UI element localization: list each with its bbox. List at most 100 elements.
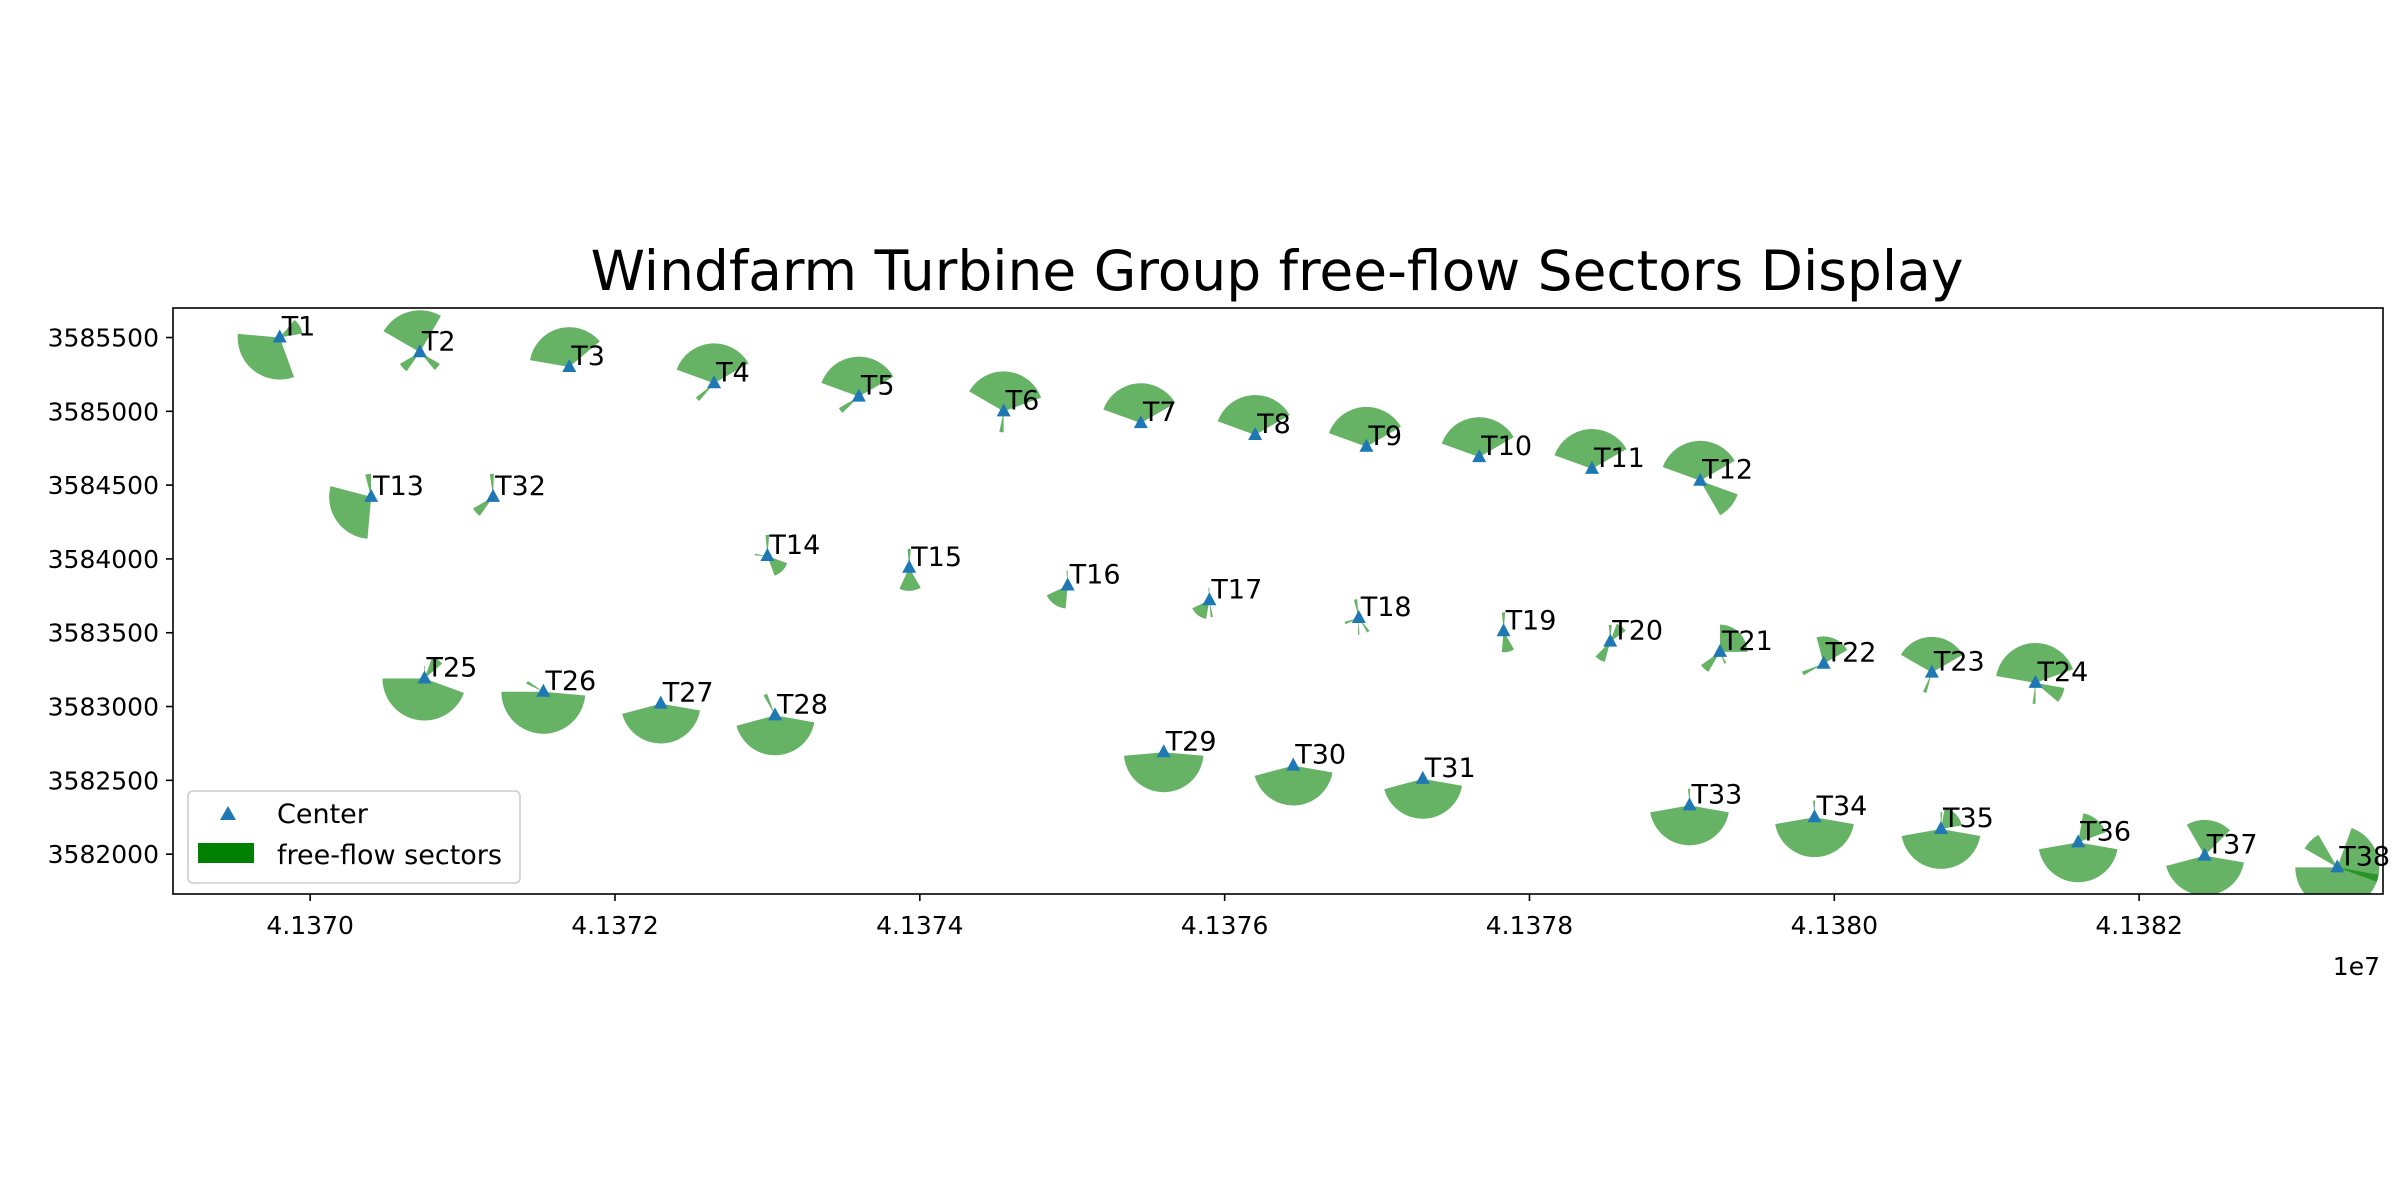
sector-wedge-t12-1 xyxy=(1700,480,1738,516)
turbine-label-t20: T20 xyxy=(1611,616,1663,647)
y-tick-label: 3585500 xyxy=(48,324,159,353)
sector-wedge-t20-0 xyxy=(1595,641,1611,662)
turbine-label-t28: T28 xyxy=(776,689,828,720)
turbine-label-t16: T16 xyxy=(1069,560,1121,591)
turbine-label-t17: T17 xyxy=(1210,574,1262,605)
center-marker-t8 xyxy=(1248,426,1263,440)
center-marker-t37 xyxy=(2197,847,2212,861)
sector-wedge-t21-0 xyxy=(1720,624,1748,652)
turbine-label-t22: T22 xyxy=(1825,638,1877,669)
sector-wedge-t33-0 xyxy=(1650,805,1729,846)
center-marker-t18 xyxy=(1351,609,1366,623)
turbine-label-t23: T23 xyxy=(1933,647,1985,678)
center-marker-t25 xyxy=(417,670,432,684)
sector-wedge-t28-0 xyxy=(736,715,815,756)
center-marker-t24 xyxy=(2028,674,2043,688)
y-tick-label: 3584500 xyxy=(48,471,159,500)
turbine-label-t10: T10 xyxy=(1480,431,1532,462)
sector-wedge-t1-0 xyxy=(237,333,295,380)
center-marker-t35 xyxy=(1934,821,1948,835)
center-marker-t13 xyxy=(364,488,379,502)
sector-wedge-t15-0 xyxy=(899,567,921,591)
turbine-label-t30: T30 xyxy=(1294,740,1346,771)
turbine-label-t37: T37 xyxy=(2206,830,2258,861)
turbine-label-t3: T3 xyxy=(570,341,605,372)
sector-wedge-t35-1 xyxy=(1941,808,1962,830)
sector-wedge-t21-1 xyxy=(1701,651,1720,672)
turbine-label-t36: T36 xyxy=(2079,816,2131,847)
turbine-label-t35: T35 xyxy=(1942,803,1994,834)
legend-center-marker xyxy=(220,806,236,820)
turbine-label-t19: T19 xyxy=(1505,605,1557,636)
turbine-label-t34: T34 xyxy=(1815,791,1867,822)
turbine-label-t26: T26 xyxy=(544,666,596,697)
sector-wedge-t27-0 xyxy=(622,703,701,744)
turbine-label-t7: T7 xyxy=(1142,397,1177,428)
sector-wedge-t3-0 xyxy=(529,327,600,368)
x-axis-offset-label: 1e7 xyxy=(2333,952,2380,981)
center-marker-t20 xyxy=(1603,633,1618,647)
sector-wedge-t8-0 xyxy=(1217,395,1290,435)
sector-wedge-t35-2 xyxy=(1940,812,1943,830)
sector-wedge-t19-0 xyxy=(1501,631,1515,653)
sector-wedge-t26-1 xyxy=(526,680,544,692)
sector-wedge-t13-1 xyxy=(365,473,372,497)
sector-wedge-t24-0 xyxy=(1996,643,2073,683)
center-marker-t21 xyxy=(1713,643,1727,657)
center-marker-t14 xyxy=(760,547,775,561)
sector-wedge-t36-0 xyxy=(2038,842,2118,883)
center-marker-t7 xyxy=(1133,415,1148,429)
turbine-label-t4: T4 xyxy=(715,357,750,388)
legend-sector-swatch xyxy=(198,843,254,863)
y-tick-label: 3585000 xyxy=(48,397,159,426)
y-tick-label: 3583000 xyxy=(48,693,159,722)
center-marker-t2 xyxy=(412,344,427,358)
center-marker-t34 xyxy=(1807,809,1822,823)
center-marker-t38 xyxy=(2330,859,2345,873)
center-marker-t5 xyxy=(851,388,866,402)
sector-wedge-t16-0 xyxy=(1046,585,1068,609)
sector-wedge-t28-1 xyxy=(763,693,776,716)
center-marker-t12 xyxy=(1693,472,1708,486)
x-tick-label: 4.1382 xyxy=(2095,911,2182,940)
center-marker-t31 xyxy=(1415,770,1430,784)
sector-wedge-t24-1 xyxy=(2035,682,2065,702)
y-tick-label: 3582500 xyxy=(48,766,159,795)
sectors-layer xyxy=(237,310,2380,894)
center-marker-t3 xyxy=(562,359,577,373)
x-axis: 4.1370 4.1372 4.1374 4.1376 4.1378 4.1380 4.13… xyxy=(266,894,2183,940)
y-tick-label: 3582000 xyxy=(48,840,159,869)
turbine-label-t9: T9 xyxy=(1367,421,1402,452)
turbine-label-t27: T27 xyxy=(662,678,714,709)
x-tick-label: 4.1372 xyxy=(571,911,658,940)
y-tick-label: 3583500 xyxy=(48,619,159,648)
sector-wedge-t11-0 xyxy=(1554,428,1627,469)
center-marker-t33 xyxy=(1682,797,1697,811)
turbine-label-t13: T13 xyxy=(372,471,424,502)
center-marker-t1 xyxy=(272,329,287,343)
sector-wedge-t10-0 xyxy=(1441,417,1514,458)
turbine-label-t29: T29 xyxy=(1165,726,1217,757)
turbine-label-t15: T15 xyxy=(910,542,962,573)
sector-wedge-t15-1 xyxy=(907,548,911,568)
legend-box xyxy=(187,790,521,884)
sector-wedge-t6-0 xyxy=(969,371,1042,412)
turbine-label-t31: T31 xyxy=(1424,753,1476,784)
center-marker-t10 xyxy=(1472,449,1487,463)
sector-wedge-t13-0 xyxy=(329,486,372,539)
x-tick-label: 4.1370 xyxy=(266,911,353,940)
sector-wedge-t12-0 xyxy=(1662,440,1735,481)
sector-wedge-t5-0 xyxy=(821,356,894,397)
turbine-label-t38: T38 xyxy=(2338,841,2390,872)
sector-wedge-t14-1 xyxy=(765,534,770,556)
centers-layer xyxy=(272,329,2345,873)
turbine-label-t12: T12 xyxy=(1701,455,1753,486)
center-marker-t16 xyxy=(1060,577,1075,591)
sector-wedge-t30-0 xyxy=(1254,765,1333,806)
sector-wedge-t25-0 xyxy=(382,678,464,721)
center-marker-t36 xyxy=(2071,834,2086,848)
turbine-label-t6: T6 xyxy=(1005,385,1040,416)
center-marker-t26 xyxy=(536,683,551,697)
turbine-label-t18: T18 xyxy=(1360,592,1412,623)
center-marker-t4 xyxy=(707,375,722,389)
